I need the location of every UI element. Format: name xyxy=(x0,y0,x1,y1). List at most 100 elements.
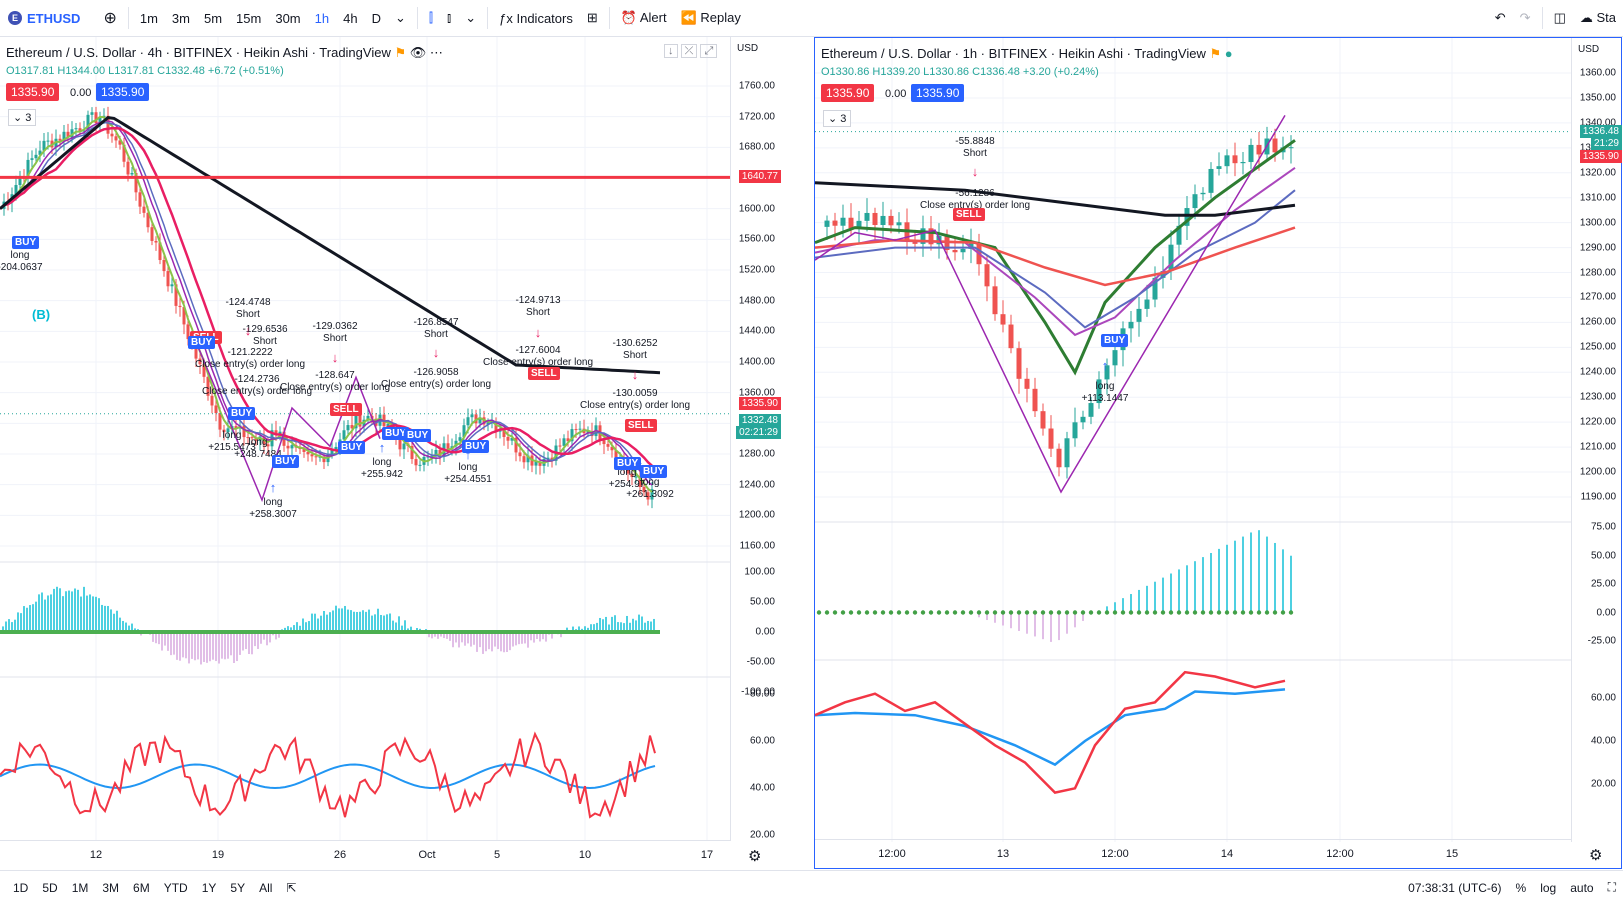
fullscreen-icon[interactable]: ⛶ xyxy=(1607,880,1616,894)
sell-price-chip[interactable]: 1335.90 xyxy=(6,83,60,101)
templates-icon[interactable]: ⊞ xyxy=(586,10,598,25)
candle-body xyxy=(426,456,430,458)
percent-toggle[interactable]: % xyxy=(1515,880,1527,895)
more-icon[interactable]: ⋯ xyxy=(429,45,443,60)
indicator-collapse-button[interactable]: ⌄ 3 xyxy=(823,110,852,127)
range-5y[interactable]: 5Y xyxy=(230,880,246,895)
candle-body xyxy=(1224,155,1230,167)
signal-dot xyxy=(944,610,950,615)
candle-body xyxy=(984,264,990,287)
maximize-icon[interactable]: ⤢ xyxy=(700,44,718,58)
symbol-search-button[interactable]: E ETHUSD xyxy=(0,11,80,26)
range-ytd[interactable]: YTD xyxy=(163,880,188,895)
settings-gear-icon[interactable]: ⚙ xyxy=(748,848,762,865)
eye-icon[interactable]: 👁 xyxy=(409,45,427,60)
range-3m[interactable]: 3M xyxy=(102,880,120,895)
candle-body xyxy=(306,451,310,455)
candle-body xyxy=(222,429,226,433)
indicator-collapse-button[interactable]: ⌄ 3 xyxy=(8,109,37,126)
range-1y[interactable]: 1Y xyxy=(201,880,217,895)
flag-icon[interactable]: ⚑ xyxy=(1209,46,1222,61)
time-label: 12:00 xyxy=(1101,848,1129,860)
minimize-icon[interactable]: ⤫ xyxy=(680,44,698,58)
candle-body xyxy=(98,117,102,124)
candle-body xyxy=(430,455,434,457)
scroll-down-icon[interactable]: ↓ xyxy=(664,44,678,58)
save-label: Sta xyxy=(1596,10,1616,25)
add-symbol-icon[interactable]: ⊕ xyxy=(103,10,117,27)
annotation-value: long xyxy=(640,477,660,488)
candle-body xyxy=(438,449,442,457)
range-1m[interactable]: 1M xyxy=(71,880,89,895)
interval-3m[interactable]: 3m xyxy=(171,10,190,26)
log-toggle[interactable]: log xyxy=(1540,880,1557,895)
alert-button[interactable]: ⏰ Alert xyxy=(614,10,674,26)
interval-4h[interactable]: 4h xyxy=(343,10,358,26)
annotation-label: Close entry(s) order long xyxy=(380,379,492,390)
annotation-label: Short xyxy=(236,309,260,320)
time-label: 5 xyxy=(493,849,501,861)
interval-15m[interactable]: 15m xyxy=(236,10,262,26)
left-time-axis[interactable]: 12 19 26 Oct 5 10 17 xyxy=(0,840,730,869)
left-chart-canvas[interactable] xyxy=(0,37,780,869)
candle-body xyxy=(968,242,974,249)
signal-dot xyxy=(1200,610,1206,615)
candle-body xyxy=(1032,388,1038,412)
right-chart-pane[interactable]: Ethereum / U.S. Dollar · 1h · BITFINEX ·… xyxy=(814,37,1622,869)
sell-signal-badge: SELL xyxy=(625,419,657,432)
range-5d[interactable]: 5D xyxy=(42,880,58,895)
bar-style-icon[interactable]: ⫿ xyxy=(428,10,434,25)
rsi-tick-label: 60.00 xyxy=(1590,692,1616,704)
annotation-value: -124.2736 xyxy=(234,374,280,385)
range-all[interactable]: All xyxy=(259,880,273,895)
candle-style-icon[interactable]: ⫾ xyxy=(447,10,452,25)
candle-body xyxy=(242,425,246,438)
candle-body xyxy=(912,241,918,244)
redo-icon[interactable]: ↷ xyxy=(1519,10,1531,25)
flag-icon[interactable]: ⚑ xyxy=(394,45,407,60)
interval-d[interactable]: D xyxy=(371,10,381,26)
candle-body xyxy=(486,422,490,425)
clock-label[interactable]: 07:38:31 (UTC-6) xyxy=(1408,880,1502,895)
right-time-axis[interactable]: 12:00 13 12:00 14 12:00 15 xyxy=(815,839,1571,868)
candle-body xyxy=(466,417,470,426)
interval-1h[interactable]: 1h xyxy=(314,10,330,26)
left-chart-pane[interactable]: Ethereum / U.S. Dollar · 4h · BITFINEX ·… xyxy=(0,37,781,869)
candle-body xyxy=(510,437,514,441)
cloud-save-button[interactable]: ☁ Sta xyxy=(1573,10,1623,26)
candle-body xyxy=(346,425,350,431)
range-6m[interactable]: 6M xyxy=(133,880,150,895)
indicators-button[interactable]: ƒx Indicators xyxy=(492,11,580,26)
rsi-tick-label: 20.00 xyxy=(1590,778,1616,790)
price-tick-label: 1600.00 xyxy=(738,203,775,215)
range-1d[interactable]: 1D xyxy=(13,880,29,895)
interval-5m[interactable]: 5m xyxy=(203,10,223,26)
right-chart-canvas[interactable] xyxy=(814,38,1623,870)
candle-body xyxy=(86,114,90,131)
chart-style-dropdown-icon[interactable]: ⌄ xyxy=(465,10,477,25)
price-tick-label: 1290.00 xyxy=(1579,242,1616,254)
settings-gear-icon[interactable]: ⚙ xyxy=(1589,847,1603,864)
candle-body xyxy=(856,220,862,229)
right-price-scale[interactable]: USD 1360.001350.001340.001330.001320.001… xyxy=(1571,38,1622,842)
candle-body xyxy=(1152,277,1158,300)
price-tick-label: 1240.00 xyxy=(1579,366,1616,378)
interval-dropdown-icon[interactable]: ⌄ xyxy=(394,10,406,25)
auto-toggle[interactable]: auto xyxy=(1570,880,1594,895)
goto-date-icon[interactable]: ⇱ xyxy=(286,880,297,895)
sell-price-chip[interactable]: 1335.90 xyxy=(821,84,875,102)
undo-icon[interactable]: ↶ xyxy=(1494,10,1506,25)
interval-30m[interactable]: 30m xyxy=(275,10,301,26)
replay-button[interactable]: ⏪ Replay xyxy=(674,10,748,26)
signal-dot xyxy=(864,610,870,615)
buy-price-chip[interactable]: 1335.90 xyxy=(96,83,150,101)
layout-icon[interactable]: ◫ xyxy=(1553,10,1566,25)
interval-1m[interactable]: 1m xyxy=(139,10,158,26)
oscillator-tick-label: 0.00 xyxy=(755,626,775,638)
rsi-tick-label: 40.00 xyxy=(1590,735,1616,747)
buy-price-chip[interactable]: 1335.90 xyxy=(911,84,965,102)
signal-dot xyxy=(992,610,998,615)
price-tick-label: 1270.00 xyxy=(1579,291,1616,303)
time-label: 12:00 xyxy=(1326,848,1354,860)
left-price-scale[interactable]: USD 1760.001720.001680.001640.001600.001… xyxy=(730,37,781,841)
